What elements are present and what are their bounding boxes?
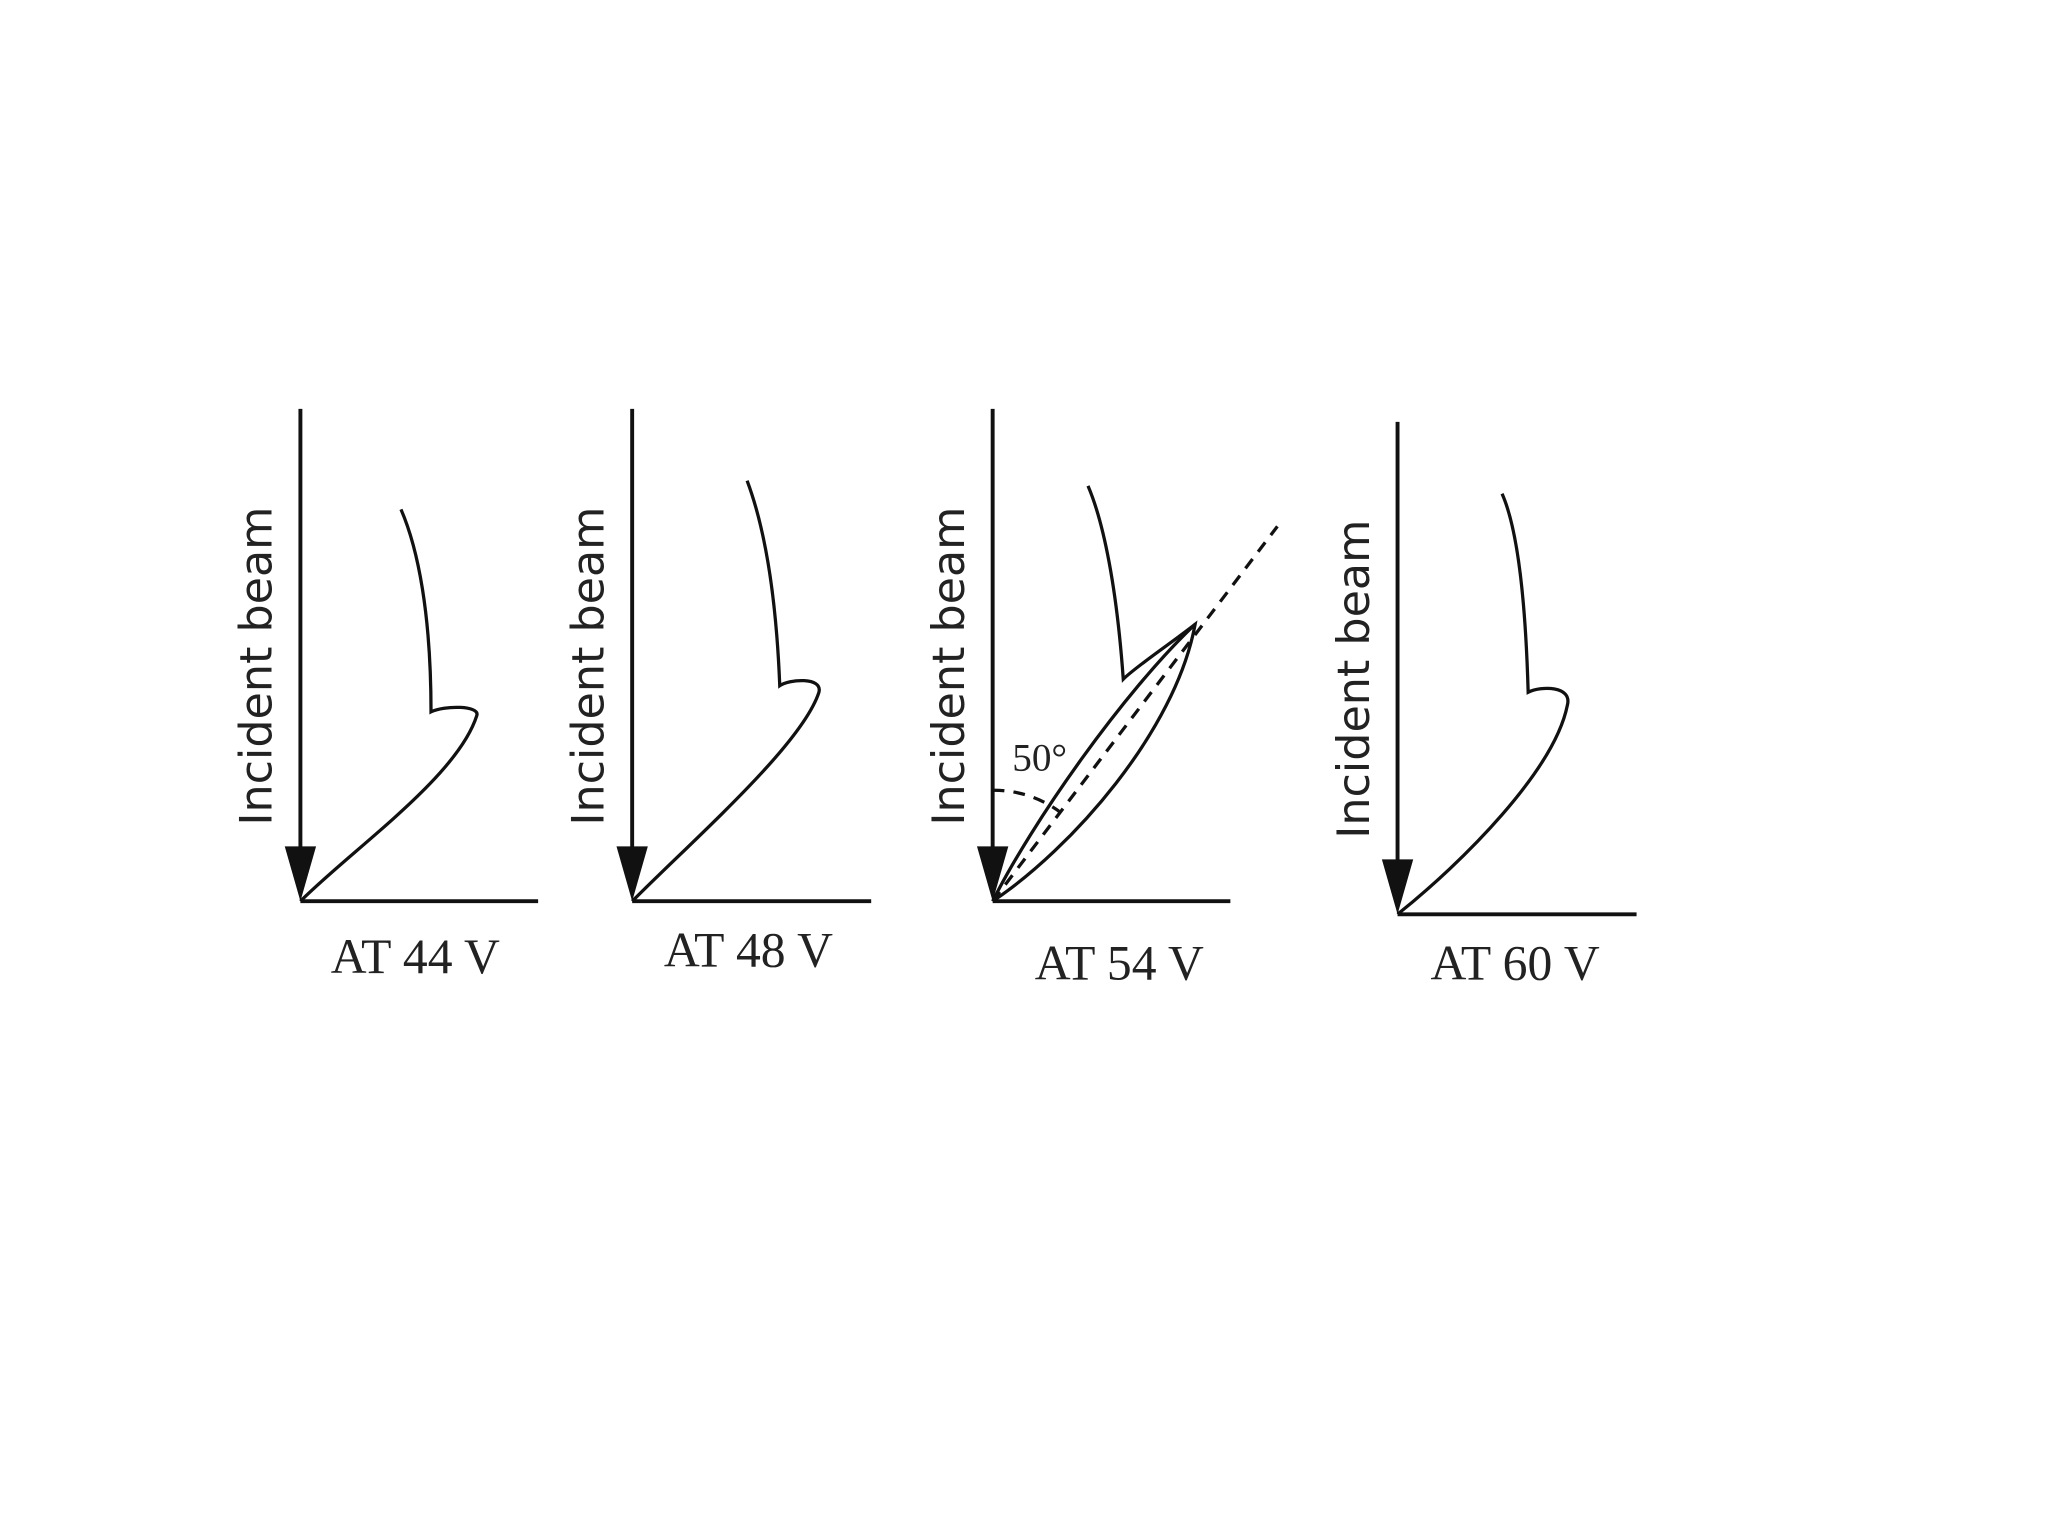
polar-curve — [299, 508, 479, 903]
panel: Incident beam AT 60 V — [1329, 421, 1637, 991]
polar-curve — [1396, 493, 1570, 916]
panel: Incident beam AT 44 V — [232, 408, 539, 984]
arrowhead — [284, 846, 317, 902]
caption: AT 60 V — [1431, 936, 1600, 991]
arrowhead — [1381, 859, 1414, 915]
beam-label: Incident beam — [232, 507, 283, 826]
lobe-edge — [991, 623, 1197, 902]
angle-arc — [992, 788, 1062, 814]
panel: Incident beam AT 48 V — [563, 408, 872, 978]
caption: AT 48 V — [664, 923, 833, 978]
caption: AT 44 V — [331, 929, 500, 984]
max-direction — [991, 525, 1279, 903]
panel: 50° Incident beam AT 54 V — [924, 408, 1279, 991]
beam-label: Incident beam — [1329, 520, 1380, 839]
angle-label: 50° — [1012, 737, 1067, 780]
beam-label: Incident beam — [924, 507, 975, 826]
caption: AT 54 V — [1035, 936, 1204, 991]
polar-curve — [631, 480, 821, 903]
beam-label: Incident beam — [563, 507, 614, 826]
arrowhead — [976, 846, 1009, 902]
arrowhead — [616, 846, 648, 902]
polar-curve — [991, 485, 1198, 903]
